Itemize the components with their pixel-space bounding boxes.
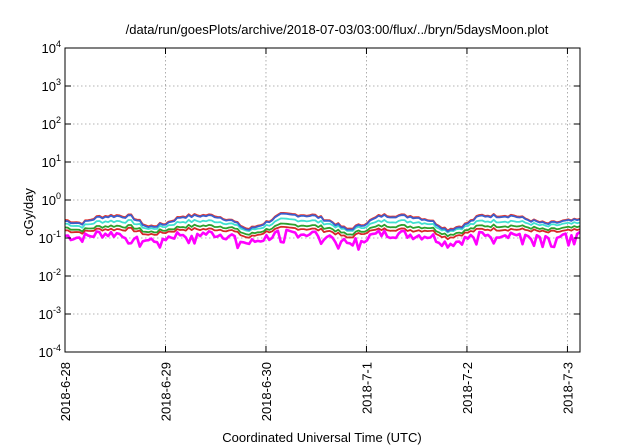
x-tick-label: 2018-7-1 bbox=[359, 362, 374, 414]
x-axis-ticks: 2018-6-28 2018-6-29 2018-6-30 2018-7-1 2018-… bbox=[58, 48, 575, 421]
series-group bbox=[65, 211, 580, 251]
y-tick-label: 104 bbox=[42, 39, 61, 56]
y-tick-label: 10-1 bbox=[39, 229, 61, 246]
x-tick-label: 2018-7-2 bbox=[460, 362, 475, 414]
y-tick-label: 101 bbox=[42, 153, 61, 170]
y-axis-ticks: 10-4 10-3 10-2 10-1 100 101 102 103 104 bbox=[39, 39, 580, 360]
y-axis-label: cGy/day bbox=[21, 188, 36, 236]
y-tick-label: 10-2 bbox=[39, 267, 61, 284]
series-line bbox=[65, 222, 580, 238]
series-line bbox=[65, 212, 580, 233]
chart-title: /data/run/goesPlots/archive/2018-07-03/0… bbox=[126, 22, 549, 37]
grid bbox=[64, 48, 580, 352]
y-tick-label: 103 bbox=[42, 77, 61, 94]
series-line bbox=[65, 228, 580, 251]
y-tick-label: 100 bbox=[42, 191, 61, 208]
x-tick-label: 2018-6-28 bbox=[58, 362, 73, 421]
x-tick-label: 2018-6-29 bbox=[158, 362, 173, 421]
y-tick-label: 10-3 bbox=[39, 305, 61, 322]
series-line bbox=[65, 225, 580, 241]
x-axis-label: Coordinated Universal Time (UTC) bbox=[222, 430, 421, 445]
series-line bbox=[65, 217, 580, 234]
x-tick-label: 2018-6-30 bbox=[259, 362, 274, 421]
y-tick-label: 10-4 bbox=[39, 343, 61, 360]
y-tick-label: 102 bbox=[42, 115, 61, 132]
x-tick-label: 2018-7-3 bbox=[560, 362, 575, 414]
